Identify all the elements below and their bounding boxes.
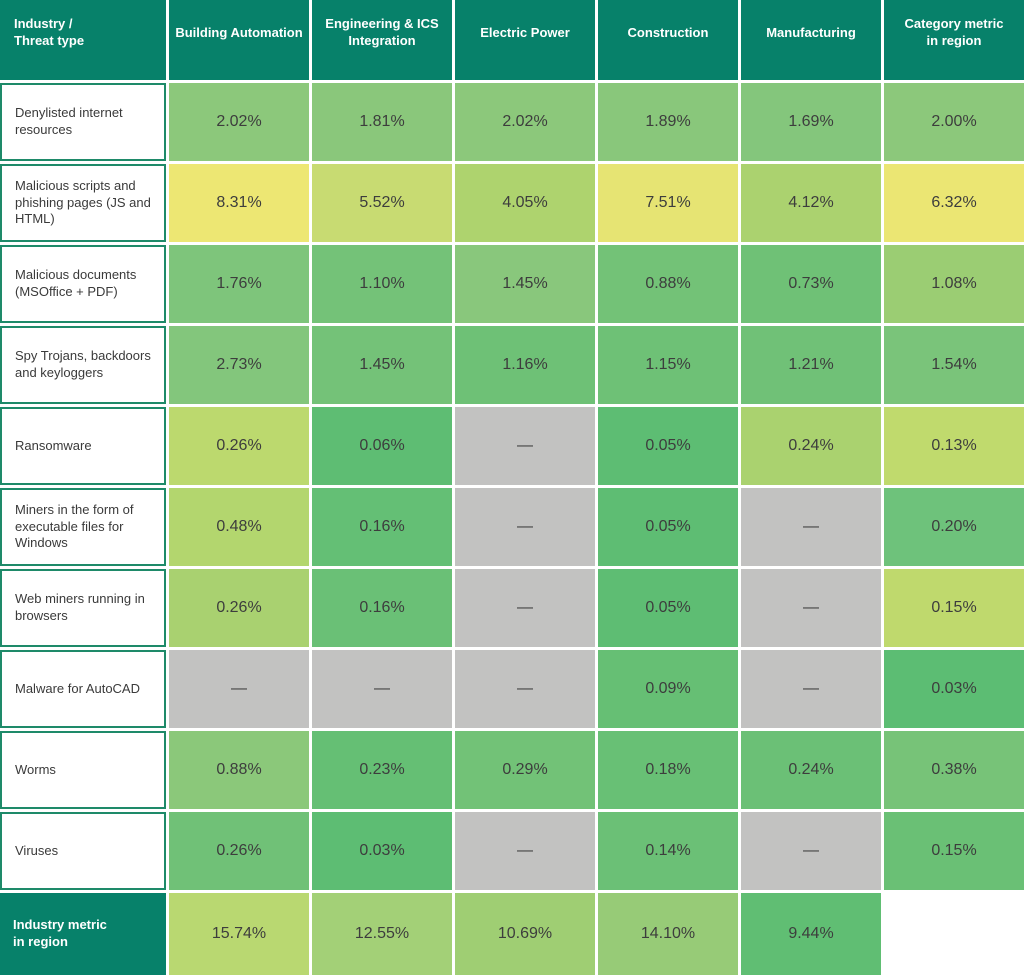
value-cell: 0.14%	[598, 812, 738, 890]
value-cell: 0.88%	[598, 245, 738, 323]
row-label-cell: Worms	[0, 731, 166, 809]
value-cell: 2.02%	[169, 83, 309, 161]
value-cell: 1.54%	[884, 326, 1024, 404]
corner-header-cell: Industry / Threat type	[0, 0, 166, 80]
missing-value-cell: —	[169, 650, 309, 728]
value-cell: 0.05%	[598, 488, 738, 566]
missing-value-cell: —	[741, 650, 881, 728]
column-header-cell: Category metric in region	[884, 0, 1024, 80]
row-label-cell: Spy Trojans, backdoors and keyloggers	[0, 326, 166, 404]
column-header-cell: Building Automation	[169, 0, 309, 80]
value-cell: 0.03%	[884, 650, 1024, 728]
missing-value-cell: —	[455, 650, 595, 728]
row-label-cell: Web miners running in browsers	[0, 569, 166, 647]
value-cell: 0.16%	[312, 488, 452, 566]
value-cell: 0.88%	[169, 731, 309, 809]
value-cell: 0.29%	[455, 731, 595, 809]
value-cell: 0.26%	[169, 812, 309, 890]
missing-value-cell: —	[741, 812, 881, 890]
row-label-cell: Malicious documents (MSOffice + PDF)	[0, 245, 166, 323]
footer-value-cell: 12.55%	[312, 893, 452, 975]
value-cell: 0.18%	[598, 731, 738, 809]
value-cell: 0.73%	[741, 245, 881, 323]
row-label-cell: Miners in the form of executable files f…	[0, 488, 166, 566]
value-cell: 1.16%	[455, 326, 595, 404]
value-cell: 0.06%	[312, 407, 452, 485]
missing-value-cell: —	[455, 569, 595, 647]
value-cell: 1.76%	[169, 245, 309, 323]
value-cell: 0.23%	[312, 731, 452, 809]
value-cell: 8.31%	[169, 164, 309, 242]
row-label-cell: Malicious scripts and phishing pages (JS…	[0, 164, 166, 242]
value-cell: 2.00%	[884, 83, 1024, 161]
row-label-cell: Malware for AutoCAD	[0, 650, 166, 728]
value-cell: 0.15%	[884, 569, 1024, 647]
row-label-cell: Viruses	[0, 812, 166, 890]
empty-cell	[884, 893, 1024, 975]
value-cell: 1.89%	[598, 83, 738, 161]
value-cell: 7.51%	[598, 164, 738, 242]
missing-value-cell: —	[741, 569, 881, 647]
missing-value-cell: —	[455, 488, 595, 566]
value-cell: 0.20%	[884, 488, 1024, 566]
value-cell: 0.15%	[884, 812, 1024, 890]
value-cell: 0.13%	[884, 407, 1024, 485]
column-header-cell: Manufacturing	[741, 0, 881, 80]
missing-value-cell: —	[455, 407, 595, 485]
missing-value-cell: —	[312, 650, 452, 728]
value-cell: 1.08%	[884, 245, 1024, 323]
value-cell: 1.21%	[741, 326, 881, 404]
column-header-cell: Electric Power	[455, 0, 595, 80]
value-cell: 1.81%	[312, 83, 452, 161]
value-cell: 0.24%	[741, 407, 881, 485]
value-cell: 0.26%	[169, 407, 309, 485]
value-cell: 4.12%	[741, 164, 881, 242]
row-label-cell: Ransomware	[0, 407, 166, 485]
row-label-cell: Denylisted internet resources	[0, 83, 166, 161]
value-cell: 0.05%	[598, 407, 738, 485]
value-cell: 1.10%	[312, 245, 452, 323]
column-header-cell: Construction	[598, 0, 738, 80]
value-cell: 0.24%	[741, 731, 881, 809]
value-cell: 0.48%	[169, 488, 309, 566]
footer-value-cell: 9.44%	[741, 893, 881, 975]
value-cell: 0.05%	[598, 569, 738, 647]
missing-value-cell: —	[741, 488, 881, 566]
value-cell: 1.69%	[741, 83, 881, 161]
column-header-cell: Engineering & ICS Integration	[312, 0, 452, 80]
value-cell: 0.38%	[884, 731, 1024, 809]
missing-value-cell: —	[455, 812, 595, 890]
value-cell: 6.32%	[884, 164, 1024, 242]
value-cell: 1.45%	[455, 245, 595, 323]
value-cell: 2.73%	[169, 326, 309, 404]
footer-value-cell: 15.74%	[169, 893, 309, 975]
value-cell: 2.02%	[455, 83, 595, 161]
value-cell: 0.26%	[169, 569, 309, 647]
value-cell: 0.16%	[312, 569, 452, 647]
value-cell: 1.45%	[312, 326, 452, 404]
footer-label-cell: Industry metric in region	[0, 893, 166, 975]
footer-value-cell: 14.10%	[598, 893, 738, 975]
value-cell: 1.15%	[598, 326, 738, 404]
value-cell: 4.05%	[455, 164, 595, 242]
value-cell: 0.09%	[598, 650, 738, 728]
value-cell: 0.03%	[312, 812, 452, 890]
value-cell: 5.52%	[312, 164, 452, 242]
footer-value-cell: 10.69%	[455, 893, 595, 975]
